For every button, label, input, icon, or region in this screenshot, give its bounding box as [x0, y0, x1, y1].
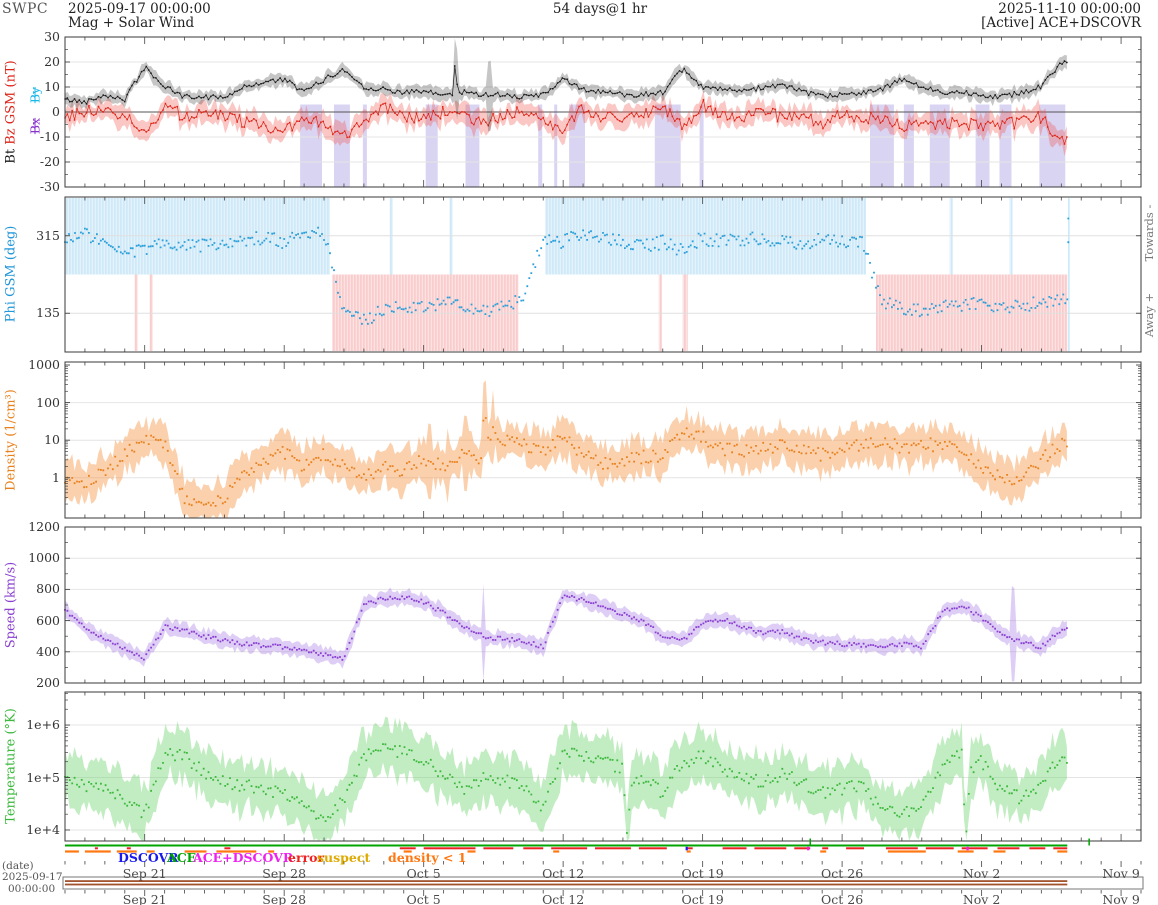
- header-status: [Active] ACE+DSCOVR: [981, 15, 1141, 31]
- footer-start-time: 00:00:00: [8, 883, 56, 895]
- mag-axis-label-by-excluded: By: [27, 86, 43, 104]
- mag-axis-label: Bt Bz GSM (nT): [4, 60, 19, 163]
- phi-away-label: Away +: [1142, 292, 1156, 338]
- phi-axis-label: Phi GSM (deg): [3, 225, 19, 323]
- speed-axis-label: Speed (km/s): [3, 561, 19, 649]
- header-start-datetime: 2025-09-17 00:00:00: [68, 1, 211, 17]
- plot-title: Mag + Solar Wind: [68, 15, 195, 31]
- footer-date-label: (date): [2, 860, 34, 872]
- mag-axis-label-bt: Bt: [3, 144, 19, 164]
- density-axis-label: Density (1/cm³): [3, 389, 19, 491]
- footer-start-date: 2025-09-17: [2, 871, 63, 883]
- swpc-logo: SWPC: [2, 1, 49, 17]
- mag-axis-label-bx-excluded: Bx: [27, 117, 43, 135]
- temperature-axis-label: Temperature (°K): [3, 708, 19, 824]
- header-duration: 54 days@1 hr: [552, 1, 648, 17]
- mag-axis-label-bz: Bz GSM (nT): [3, 60, 19, 145]
- header-end-datetime: 2025-11-10 00:00:00: [998, 1, 1141, 17]
- phi-towards-label: Towards -: [1142, 204, 1156, 262]
